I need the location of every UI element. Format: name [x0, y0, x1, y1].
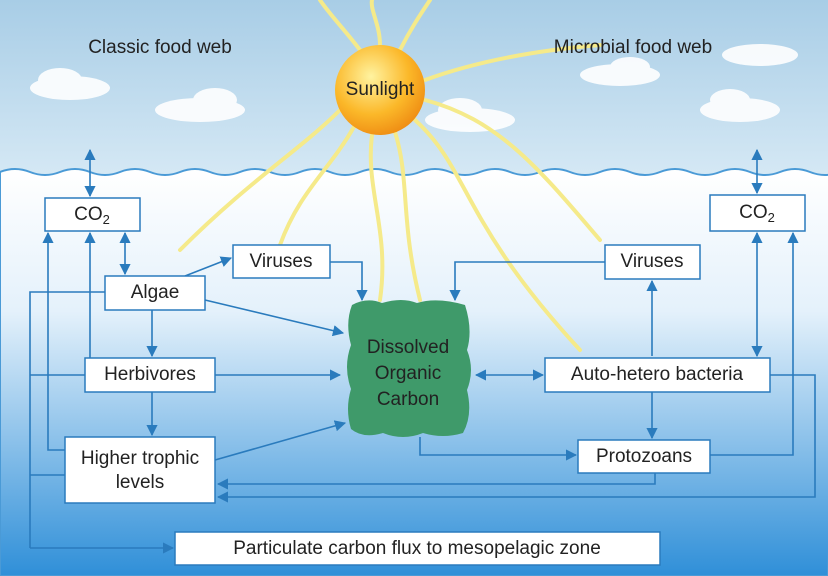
- sun-rays: [178, 0, 602, 352]
- arrows: [29, 148, 816, 554]
- node-label: Algae: [131, 282, 180, 303]
- node-box: [104, 275, 206, 311]
- node-label: Herbivores: [104, 364, 196, 385]
- node-label: Carbon: [377, 389, 439, 410]
- node-box: [544, 357, 771, 393]
- node-label: Particulate carbon flux to mesopelagic z…: [233, 538, 601, 559]
- node-label: CO2: [739, 202, 775, 225]
- node-label: CO2: [74, 204, 110, 227]
- title-microbial: Microbial food web: [554, 37, 712, 58]
- node-box: [232, 244, 331, 279]
- sun: [335, 45, 425, 135]
- node-box: [44, 197, 141, 232]
- node-box: [174, 531, 661, 566]
- node-label: Viruses: [249, 251, 312, 272]
- node-box: [709, 194, 806, 232]
- doc-blob: [347, 300, 471, 437]
- node-box: [84, 357, 216, 393]
- node-label: Organic: [375, 363, 442, 384]
- title-classic: Classic food web: [88, 37, 232, 58]
- node-box: [64, 436, 216, 504]
- node-label: Higher trophic: [81, 448, 199, 469]
- sun-label: Sunlight: [346, 79, 415, 100]
- node-label: Protozoans: [596, 446, 692, 467]
- node-box: [577, 439, 711, 474]
- node-label: Viruses: [620, 251, 683, 272]
- node-label: Auto-hetero bacteria: [571, 364, 744, 385]
- node-box: [604, 244, 701, 280]
- clouds: [30, 44, 798, 132]
- node-label: Dissolved: [367, 337, 449, 358]
- node-label: levels: [116, 472, 165, 493]
